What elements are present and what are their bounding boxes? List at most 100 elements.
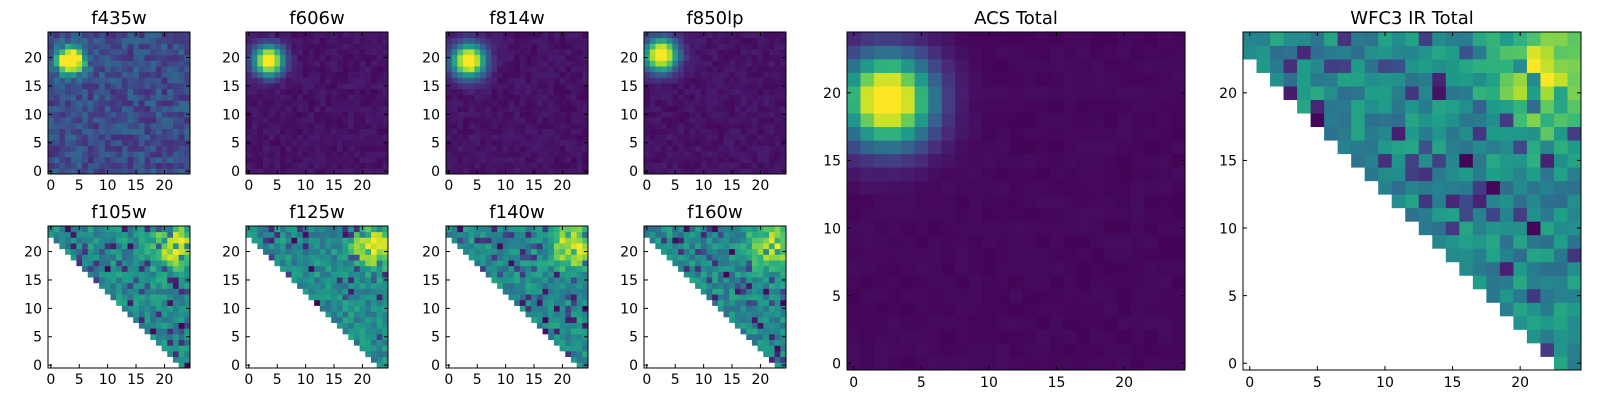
heatmap-cell — [251, 88, 258, 95]
heatmap-cell — [525, 145, 532, 152]
heatmap-cell — [1090, 72, 1105, 87]
heatmap-cell — [723, 77, 730, 84]
heatmap-cell — [689, 134, 696, 141]
heatmap-cell — [110, 43, 117, 50]
heatmap-cell — [268, 122, 275, 129]
heatmap-cell — [463, 226, 470, 233]
heatmap-cell — [325, 94, 332, 101]
heatmap-cell — [982, 207, 997, 222]
heatmap-cell — [655, 66, 662, 73]
heatmap-cell — [178, 316, 185, 323]
heatmap-cell — [780, 94, 787, 101]
heatmap-cell — [257, 71, 264, 78]
heatmap-cell — [370, 54, 378, 61]
heatmap-cell — [774, 311, 781, 318]
heatmap-cell — [65, 43, 72, 50]
heatmap-cell — [1486, 194, 1501, 209]
heatmap-cell — [695, 139, 702, 146]
heatmap-cell — [1405, 167, 1420, 182]
heatmap-cell — [968, 72, 983, 87]
heatmap-cell — [314, 105, 321, 112]
heatmap-cell — [502, 122, 509, 129]
heatmap-cell — [525, 282, 532, 289]
heatmap-cell — [280, 77, 287, 84]
heatmap-cell — [382, 271, 389, 278]
heatmap-cell — [144, 288, 151, 295]
heatmap-cell — [446, 134, 453, 141]
heatmap-cell — [370, 316, 378, 323]
heatmap-cell — [155, 145, 162, 152]
heatmap-cell — [887, 72, 902, 87]
heatmap-cell — [365, 339, 372, 346]
heatmap-cell — [982, 302, 997, 317]
heatmap-cell — [365, 37, 372, 44]
heatmap-cell — [167, 88, 174, 95]
heatmap-cell — [1076, 140, 1091, 155]
heatmap-cell — [342, 117, 349, 124]
heatmap-cell — [672, 254, 679, 261]
heatmap-cell — [1391, 153, 1406, 168]
heatmap-cell — [314, 83, 321, 90]
heatmap-cell — [666, 32, 673, 39]
heatmap-cell — [110, 226, 117, 233]
heatmap-cell — [536, 265, 543, 272]
heatmap-cell — [138, 316, 145, 323]
heatmap-cell — [576, 254, 583, 261]
heatmap-cell — [661, 145, 668, 152]
y-tick-label: 20 — [222, 244, 240, 260]
heatmap-cell — [565, 60, 572, 67]
heatmap-cell — [133, 316, 140, 323]
y-tick-label: 0 — [629, 358, 638, 374]
heatmap-cell — [1117, 59, 1132, 73]
heatmap-cell — [474, 83, 481, 90]
heatmap-cell — [1499, 153, 1514, 168]
heatmap-cell — [502, 162, 509, 169]
heatmap-cell — [1103, 32, 1118, 46]
heatmap-cell — [734, 316, 741, 323]
heatmap-cell — [1567, 302, 1582, 317]
heatmap-cell — [678, 111, 685, 118]
heatmap-cell — [302, 156, 309, 164]
heatmap-cell — [1351, 153, 1366, 168]
heatmap-cell — [644, 77, 651, 84]
heatmap-cell — [780, 288, 787, 295]
heatmap-cell — [480, 254, 487, 261]
heatmap-cell — [1036, 140, 1051, 155]
heatmap-cell — [285, 105, 292, 112]
heatmap-cell — [274, 139, 281, 146]
heatmap-cell — [93, 156, 100, 164]
heatmap-cell — [1144, 99, 1159, 114]
heatmap-cell — [542, 60, 549, 67]
heatmap-cell — [161, 305, 168, 312]
heatmap-cell — [1036, 153, 1051, 168]
heatmap-cell — [774, 71, 781, 78]
heatmap-cell — [268, 151, 275, 158]
heatmap-cell — [1130, 59, 1145, 73]
y-tick-label: 10 — [422, 301, 440, 317]
heatmap-cell — [376, 248, 383, 255]
heatmap-cell — [565, 350, 572, 358]
heatmap-cell — [1130, 99, 1145, 114]
heatmap-cell — [1171, 180, 1186, 195]
heatmap-cell — [774, 243, 781, 250]
heatmap-cell — [729, 111, 736, 118]
heatmap-cell — [121, 237, 128, 244]
heatmap-cell — [644, 134, 651, 141]
heatmap-cell — [570, 77, 578, 84]
heatmap-cell — [110, 105, 117, 112]
heatmap-cell — [1526, 275, 1541, 290]
heatmap-cell — [314, 294, 321, 301]
heatmap-cell — [661, 60, 668, 67]
heatmap-cell — [1144, 194, 1159, 209]
heatmap-cell — [150, 145, 157, 152]
heatmap-cell — [531, 66, 538, 73]
heatmap-cell — [184, 294, 191, 301]
heatmap-cell — [757, 243, 764, 250]
heatmap-cell — [161, 162, 168, 169]
heatmap-cell — [480, 260, 487, 267]
heatmap-cell — [133, 111, 140, 118]
heatmap-cell — [768, 316, 776, 323]
heatmap-cell — [116, 111, 123, 118]
heatmap-cell — [982, 288, 997, 303]
heatmap-cell — [167, 49, 174, 56]
